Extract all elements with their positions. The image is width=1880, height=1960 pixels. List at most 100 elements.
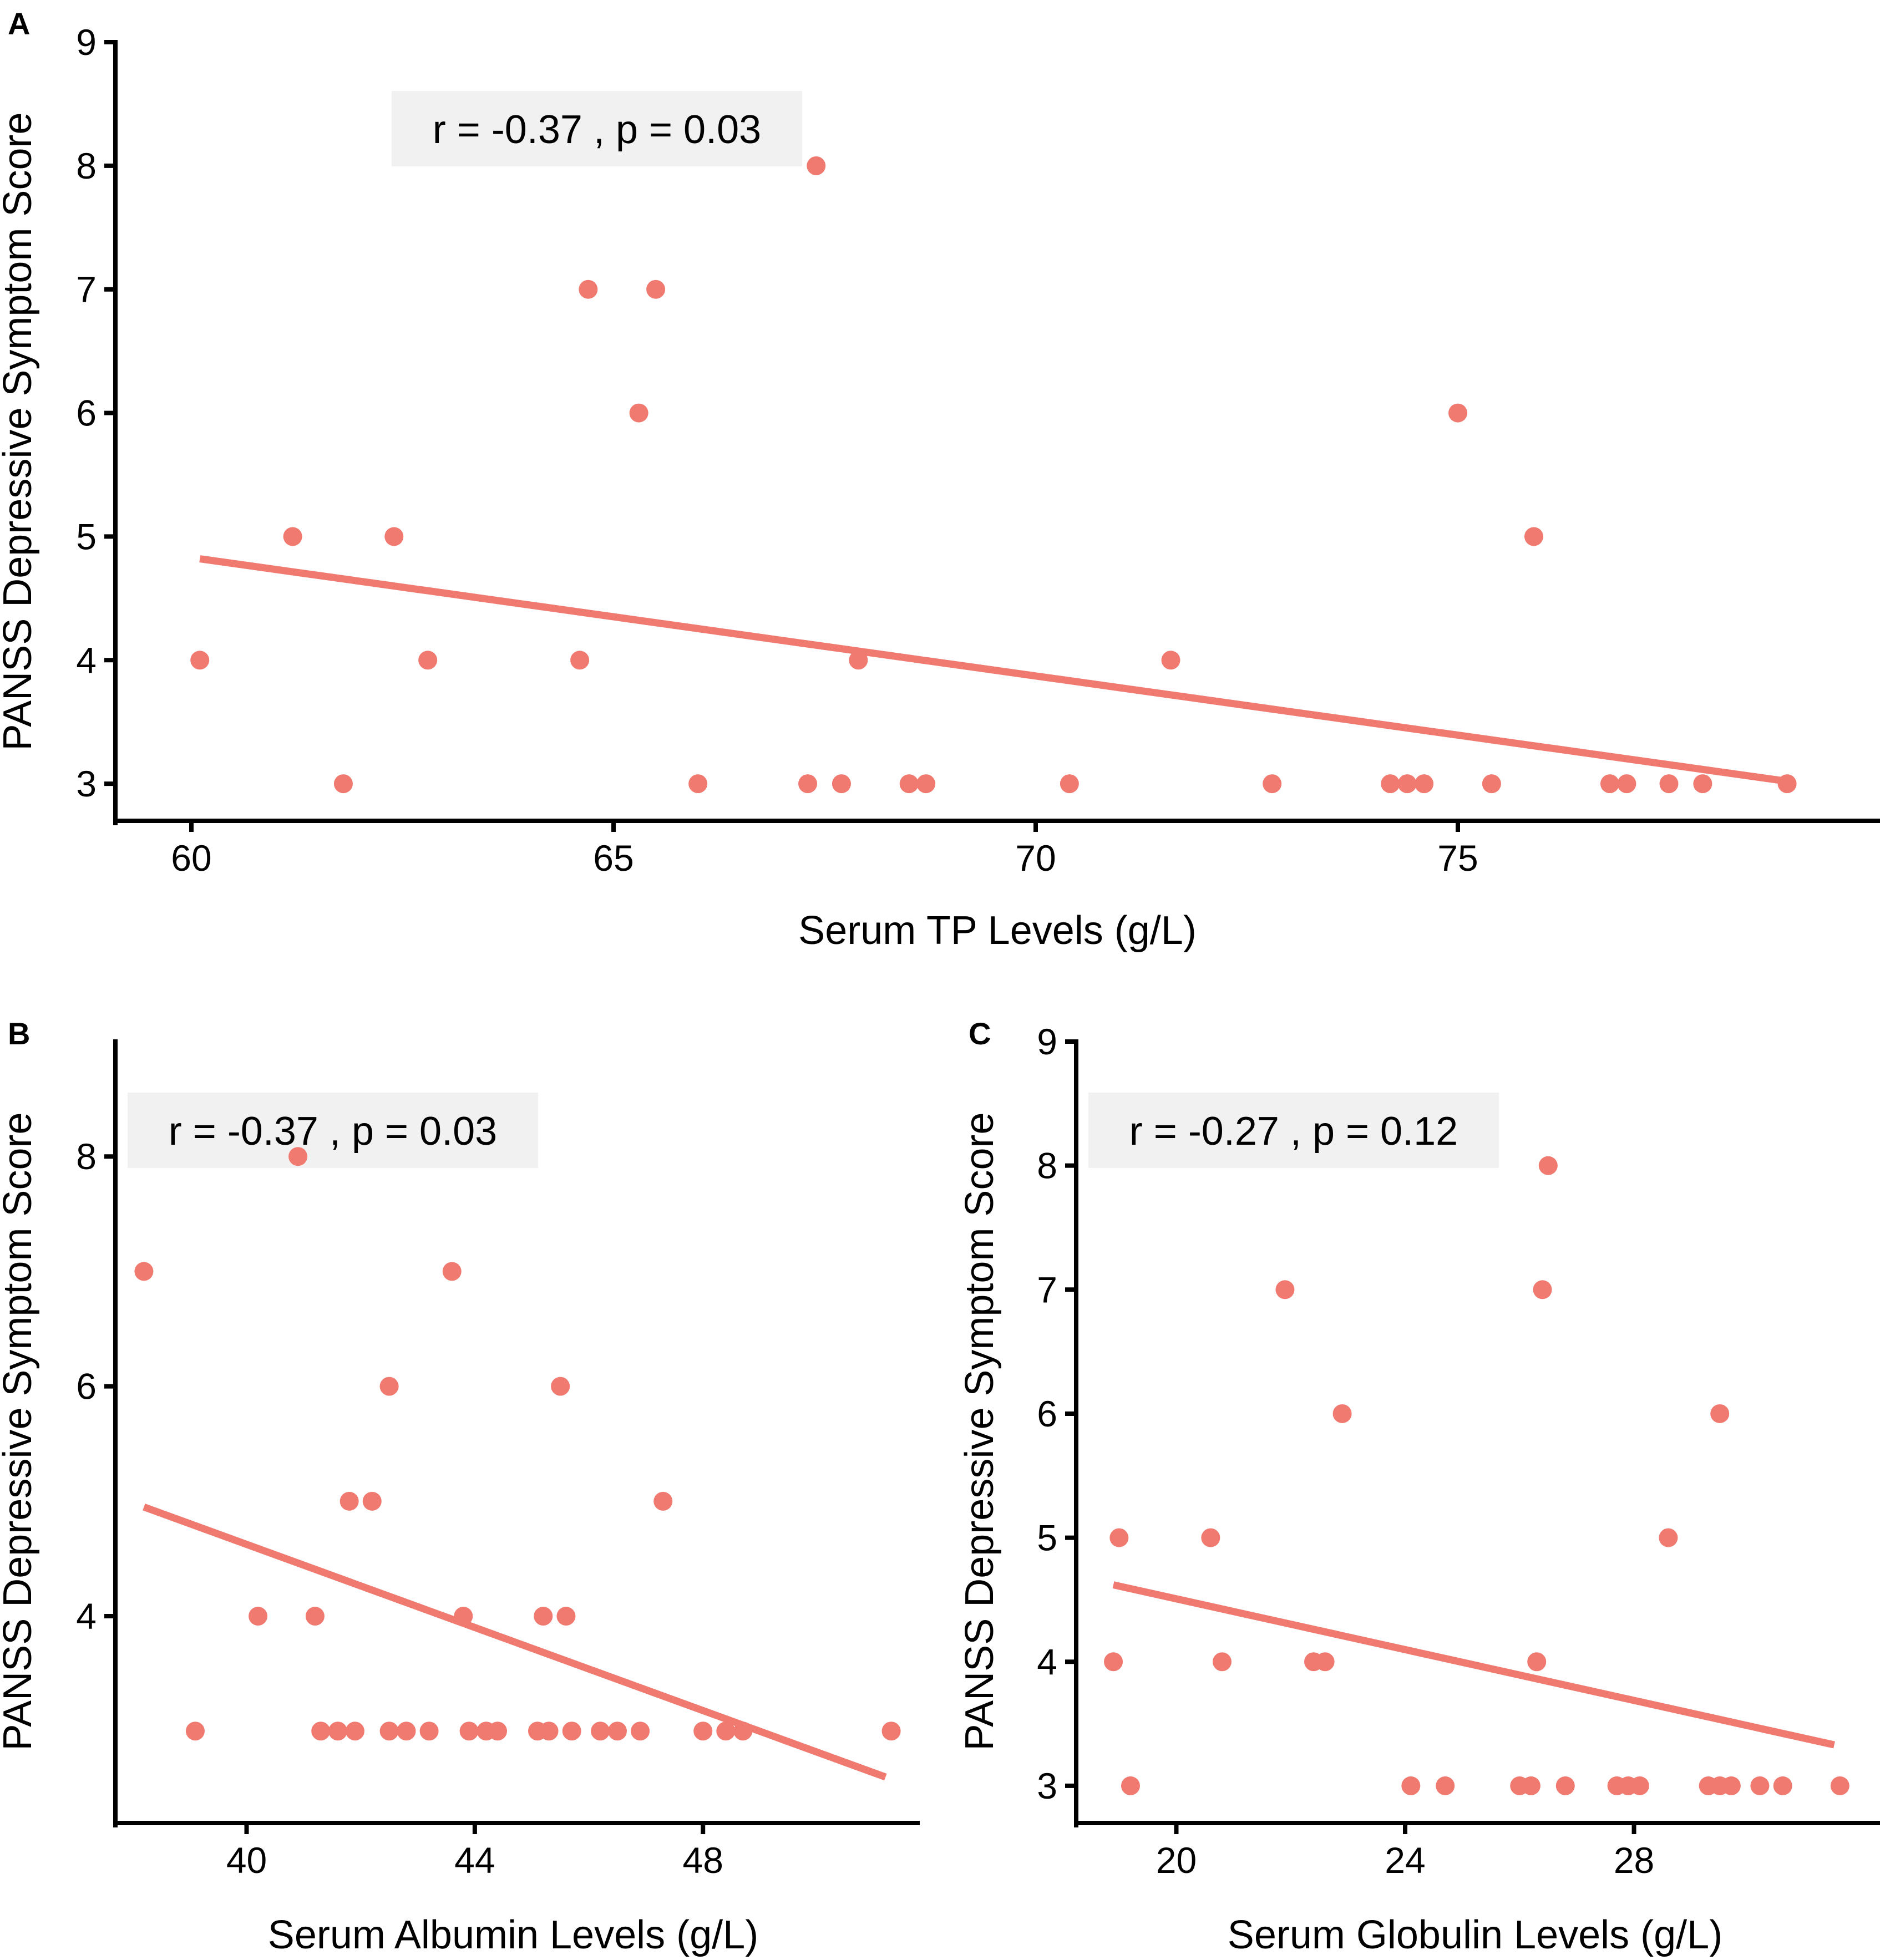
regression-line xyxy=(143,1504,887,1781)
x-tick-label: 28 xyxy=(1614,1840,1654,1881)
x-tick-label: 20 xyxy=(1156,1840,1197,1881)
y-tick-label: 3 xyxy=(1037,1765,1057,1806)
y-tick-label: 7 xyxy=(1037,1269,1057,1310)
y-tick-label: 9 xyxy=(76,22,97,63)
data-point xyxy=(134,1262,154,1281)
y-tick-label: 5 xyxy=(1037,1517,1057,1558)
data-point xyxy=(881,1722,901,1741)
y-tick-label: 6 xyxy=(76,393,97,434)
y-tick-label: 3 xyxy=(76,763,97,804)
data-point xyxy=(305,1607,325,1626)
data-point xyxy=(1482,774,1501,794)
x-tick-label: 24 xyxy=(1385,1840,1425,1881)
y-tick-label: 9 xyxy=(1037,1021,1057,1062)
regression-line xyxy=(199,555,1788,785)
data-point xyxy=(1060,774,1079,794)
data-point xyxy=(339,1491,359,1511)
data-point xyxy=(488,1722,508,1741)
x-tick-label: 60 xyxy=(171,837,211,879)
data-point xyxy=(190,651,210,670)
data-point xyxy=(1659,774,1679,794)
data-point xyxy=(1617,774,1636,794)
data-point xyxy=(185,1722,205,1741)
data-point xyxy=(1109,1528,1129,1547)
data-point xyxy=(607,1722,627,1741)
data-point xyxy=(249,1607,268,1626)
y-tick-label: 6 xyxy=(76,1366,97,1407)
data-point xyxy=(283,527,302,546)
panel-c: r = -0.27 , p = 0.12 3 4 5 6 7 8 9 20 24 28 Serum G… xyxy=(957,1016,1880,1957)
panel-b: r = -0.37 , p = 0.03 4 6 8 40 44 48 Serum Album… xyxy=(0,1016,920,1957)
data-point xyxy=(459,1722,479,1741)
data-point xyxy=(1773,1776,1792,1795)
data-point xyxy=(1830,1776,1849,1795)
data-point xyxy=(629,403,648,423)
x-axis-label: Serum Globulin Levels (g/L) xyxy=(1228,1913,1722,1957)
panel-a: r = -0.37 , p = 0.03 3 4 5 6 7 8 9 60 65 70 75 Serum… xyxy=(0,6,1880,953)
stat-annotation: r = -0.37 , p = 0.03 xyxy=(433,108,761,152)
data-point xyxy=(1161,651,1180,670)
data-point xyxy=(1332,1404,1352,1423)
data-point xyxy=(328,1722,348,1741)
stat-annotation: r = -0.27 , p = 0.12 xyxy=(1129,1109,1458,1154)
x-tick-label: 65 xyxy=(593,837,634,879)
data-point xyxy=(1630,1776,1649,1795)
stat-annotation-box xyxy=(1088,1093,1499,1168)
data-point xyxy=(556,1607,576,1626)
data-point xyxy=(379,1377,399,1396)
data-point xyxy=(534,1607,553,1626)
data-point xyxy=(591,1722,610,1741)
data-point xyxy=(1104,1652,1123,1672)
data-point xyxy=(693,1722,713,1741)
y-tick-label: 7 xyxy=(76,269,97,310)
y-tick-label: 8 xyxy=(76,145,97,186)
data-point xyxy=(362,1491,382,1511)
y-tick-label: 4 xyxy=(1037,1641,1057,1682)
data-point xyxy=(733,1722,753,1741)
data-point xyxy=(442,1262,462,1281)
data-point xyxy=(1381,774,1400,794)
data-point xyxy=(570,651,590,670)
data-point xyxy=(379,1722,399,1741)
y-tick-label: 4 xyxy=(76,1596,97,1637)
data-point xyxy=(1693,774,1712,794)
data-point xyxy=(1212,1652,1232,1672)
x-axis-label: Serum Albumin Levels (g/L) xyxy=(268,1913,758,1957)
stat-annotation-box xyxy=(392,91,802,166)
data-point xyxy=(916,774,936,794)
y-axis-label: PANSS Depressive Symptom Score xyxy=(0,1112,40,1750)
data-point xyxy=(1600,774,1619,794)
panel-letter: A xyxy=(8,6,30,41)
data-point xyxy=(397,1722,416,1741)
data-point xyxy=(1527,1652,1547,1672)
data-point xyxy=(1524,527,1543,546)
data-point xyxy=(631,1722,650,1741)
data-point xyxy=(1401,1776,1421,1795)
data-point xyxy=(716,1722,736,1741)
data-point xyxy=(551,1377,570,1396)
data-point xyxy=(832,774,851,794)
data-point xyxy=(688,774,708,794)
data-point xyxy=(288,1147,308,1166)
data-point xyxy=(899,774,919,794)
data-point xyxy=(1415,774,1434,794)
data-point xyxy=(1777,774,1797,794)
x-tick-label: 75 xyxy=(1437,837,1478,879)
data-point xyxy=(384,527,404,546)
data-point xyxy=(1710,1404,1730,1423)
data-point xyxy=(1659,1528,1678,1547)
x-tick-label: 70 xyxy=(1015,837,1056,879)
y-axis-label: PANSS Depressive Symptom Score xyxy=(957,1112,1002,1750)
data-point xyxy=(579,280,598,299)
y-axis-label: PANSS Depressive Symptom Score xyxy=(0,112,40,750)
data-point xyxy=(1750,1776,1770,1795)
data-point xyxy=(1263,774,1282,794)
data-point xyxy=(849,651,868,670)
data-point xyxy=(1121,1776,1140,1795)
data-point xyxy=(418,651,438,670)
data-point xyxy=(562,1722,581,1741)
stat-annotation: r = -0.37 , p = 0.03 xyxy=(169,1109,497,1154)
data-point xyxy=(1397,774,1417,794)
x-tick-label: 40 xyxy=(226,1840,267,1881)
